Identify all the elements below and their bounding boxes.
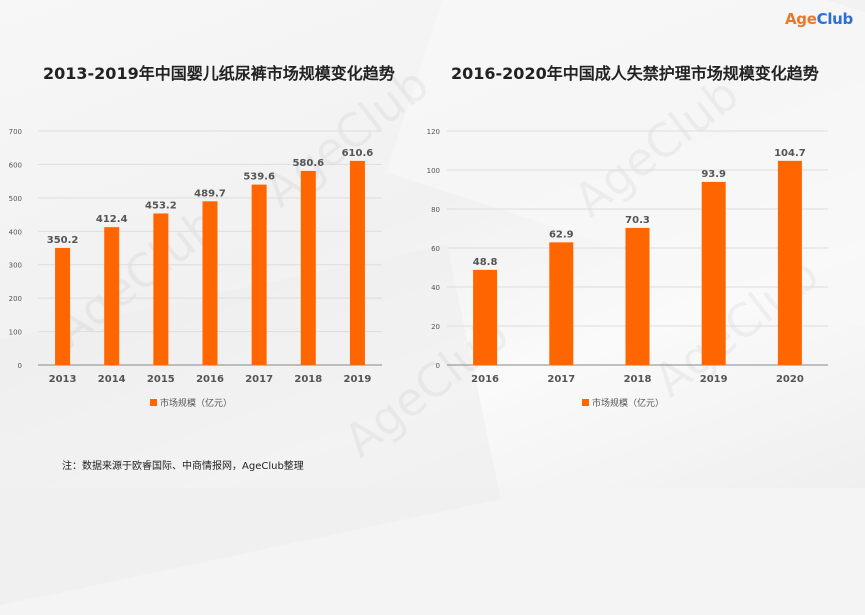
bar [202, 201, 218, 365]
data-label: 539.6 [243, 172, 275, 183]
bar [625, 227, 650, 365]
y-tick-label: 600 [9, 161, 22, 169]
x-tick-label: 2017 [547, 374, 575, 385]
x-tick-label: 2018 [624, 374, 652, 385]
x-tick-label: 2016 [196, 374, 224, 385]
data-label: 62.9 [549, 229, 574, 240]
legend-label: 市场规模（亿元） [160, 397, 232, 409]
x-tick-label: 2018 [294, 374, 322, 385]
chart-title-incontinence: 2016-2020年中国成人失禁护理市场规模变化趋势 [451, 64, 819, 83]
bar [251, 184, 267, 365]
bar [473, 269, 498, 365]
y-tick-label: 0 [18, 362, 22, 370]
x-tick-label: 2014 [98, 374, 126, 385]
data-label: 93.9 [701, 169, 726, 180]
y-tick-label: 80 [431, 206, 440, 214]
x-tick-label: 2017 [245, 374, 273, 385]
x-tick-label: 2016 [471, 374, 499, 385]
chart-title-diaper: 2013-2019年中国婴儿纸尿裤市场规模变化趋势 [43, 64, 395, 83]
y-tick-label: 300 [9, 262, 22, 270]
x-tick-label: 2020 [776, 374, 804, 385]
x-tick-label: 2019 [344, 374, 372, 385]
y-tick-label: 700 [9, 128, 22, 136]
data-label: 453.2 [145, 201, 177, 212]
charts-canvas: 0100200300400500600700350.22013412.42014… [9, 128, 828, 409]
data-label: 70.3 [625, 215, 650, 226]
data-label: 580.6 [292, 158, 324, 169]
y-tick-label: 40 [431, 284, 440, 292]
data-label: 610.6 [342, 148, 374, 159]
y-tick-label: 100 [9, 329, 22, 337]
source-note: 注：数据来源于欧睿国际、中商情报网，AgeClub整理 [62, 461, 304, 472]
data-label: 350.2 [47, 235, 79, 246]
y-tick-label: 0 [436, 362, 440, 370]
legend-label: 市场规模（亿元） [592, 397, 664, 409]
x-tick-label: 2015 [147, 374, 175, 385]
y-tick-label: 400 [9, 228, 22, 236]
data-label: 104.7 [774, 148, 806, 159]
y-tick-label: 200 [9, 295, 22, 303]
bar [153, 213, 169, 365]
bar [777, 160, 802, 365]
bar [549, 242, 574, 365]
y-tick-label: 500 [9, 195, 22, 203]
y-tick-label: 120 [427, 128, 440, 136]
legend-swatch [150, 399, 157, 406]
bar [701, 181, 726, 365]
bar [55, 247, 71, 365]
y-tick-label: 100 [427, 167, 440, 175]
ageclub-logo: AgeClub [785, 10, 853, 28]
data-label: 489.7 [194, 188, 226, 199]
x-tick-label: 2013 [49, 374, 77, 385]
legend-swatch [582, 399, 589, 406]
x-tick-label: 2019 [700, 374, 728, 385]
y-tick-label: 60 [431, 245, 440, 253]
data-label: 412.4 [96, 214, 128, 225]
y-tick-label: 20 [431, 323, 440, 331]
bar [300, 170, 316, 365]
bar [104, 227, 120, 365]
bar [349, 160, 365, 365]
data-label: 48.8 [473, 257, 498, 268]
